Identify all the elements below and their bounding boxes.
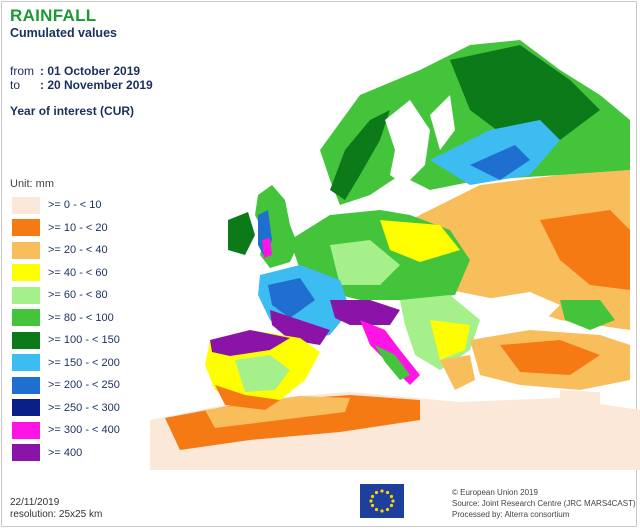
processed-by: Processed by: Alterra consortium [452, 510, 570, 519]
baltic-sea [385, 100, 430, 185]
finland-dark-blue [470, 145, 530, 180]
legend-label: >= 150 - < 200 [48, 356, 120, 369]
from-value: : 01 October 2019 [40, 64, 141, 78]
map-title: RAINFALL [10, 6, 97, 25]
legend-label: >= 200 - < 250 [48, 379, 120, 392]
resolution: resolution: 25x25 km [10, 509, 103, 520]
eu-flag-field [360, 484, 404, 518]
greece-orange [440, 355, 475, 390]
legend-label: >= 20 - < 40 [48, 244, 108, 257]
legend-label: >= 0 - < 10 [48, 199, 102, 212]
legend-item: >= 10 - < 20 [12, 217, 120, 240]
legend-swatch [12, 421, 40, 439]
scandinavia-north-green [450, 45, 600, 140]
alps-purple [330, 300, 400, 325]
legend-swatch [12, 399, 40, 417]
legend-item: >= 60 - < 80 [12, 284, 120, 307]
finland-blue [430, 120, 560, 185]
ireland [228, 212, 255, 255]
legend-swatch [12, 219, 40, 237]
legend-swatch [12, 354, 40, 372]
legend-label: >= 80 - < 100 [48, 311, 114, 324]
eastern-europe [410, 170, 630, 330]
to-label: to [10, 78, 21, 92]
legend-label: >= 250 - < 300 [48, 401, 120, 414]
italy-green [375, 345, 410, 380]
gulf-of-bothnia [430, 95, 455, 150]
poland-yellow [380, 220, 460, 262]
balkans-yellow [430, 320, 470, 360]
copyright: © European Union 2019 [452, 488, 538, 497]
france-dark-blue [268, 278, 315, 318]
legend-label: >= 300 - < 400 [48, 424, 120, 437]
to-value: : 20 November 2019 [40, 78, 153, 92]
footer-left: 22/11/2019 resolution: 25x25 km [10, 497, 102, 521]
legend-swatch [12, 264, 40, 282]
year-of-interest: Year of interest (CUR) [10, 104, 135, 118]
period-to-row: to : 20 November 2019 [10, 78, 153, 92]
map-subtitle: Cumulated values [10, 26, 117, 40]
uk-pink [262, 238, 272, 258]
legend-unit: Unit: mm [10, 178, 54, 190]
period-block: from : 01 October 2019 to : 20 November … [10, 64, 153, 92]
legend-item: >= 250 - < 300 [12, 397, 120, 420]
legend-label: >= 60 - < 80 [48, 289, 108, 302]
legend-item: >= 100 - < 150 [12, 329, 120, 352]
norway-coast [330, 110, 390, 200]
legend-label: >= 10 - < 20 [48, 221, 108, 234]
iberia-green [235, 355, 290, 392]
credits: © European Union 2019 Source: Joint Rese… [452, 487, 636, 520]
levant [560, 390, 600, 440]
legend-item: >= 40 - < 60 [12, 262, 120, 285]
central-light-green [330, 240, 400, 285]
legend-swatch [12, 309, 40, 327]
legend-item: >= 0 - < 10 [12, 194, 120, 217]
legend-swatch [12, 196, 40, 214]
legend-item: >= 400 [12, 442, 120, 465]
legend-swatch [12, 286, 40, 304]
legend-label: >= 40 - < 60 [48, 266, 108, 279]
russia-south-orange [540, 210, 630, 290]
iberia-south-orange [215, 385, 280, 410]
period-from-row: from : 01 October 2019 [10, 64, 153, 78]
black-sea [480, 292, 560, 328]
legend-item: >= 80 - < 100 [12, 307, 120, 330]
legend-item: >= 150 - < 200 [12, 352, 120, 375]
legend-item: >= 20 - < 40 [12, 239, 120, 262]
turkey-orange [500, 340, 600, 375]
legend-swatch [12, 376, 40, 394]
eu-flag-logo [360, 484, 404, 518]
eu-stars [369, 489, 395, 513]
caucasus-green [560, 300, 615, 330]
legend-swatch [12, 241, 40, 259]
iberia-north-purple [210, 330, 290, 356]
france-purple-band [270, 310, 330, 345]
legend-label: >= 100 - < 150 [48, 334, 120, 347]
from-label: from [10, 64, 34, 78]
legend-swatch [12, 444, 40, 462]
legend-swatch [12, 331, 40, 349]
issue-date: 22/11/2019 [10, 497, 60, 508]
legend-item: >= 300 - < 400 [12, 419, 120, 442]
source: Source: Joint Research Centre (JRC MARS4… [452, 499, 636, 508]
maghreb-highlands [205, 396, 350, 428]
legend: >= 0 - < 10 >= 10 - < 20 >= 20 - < 40 >=… [12, 194, 120, 464]
legend-item: >= 200 - < 250 [12, 374, 120, 397]
legend-label: >= 400 [48, 446, 83, 459]
